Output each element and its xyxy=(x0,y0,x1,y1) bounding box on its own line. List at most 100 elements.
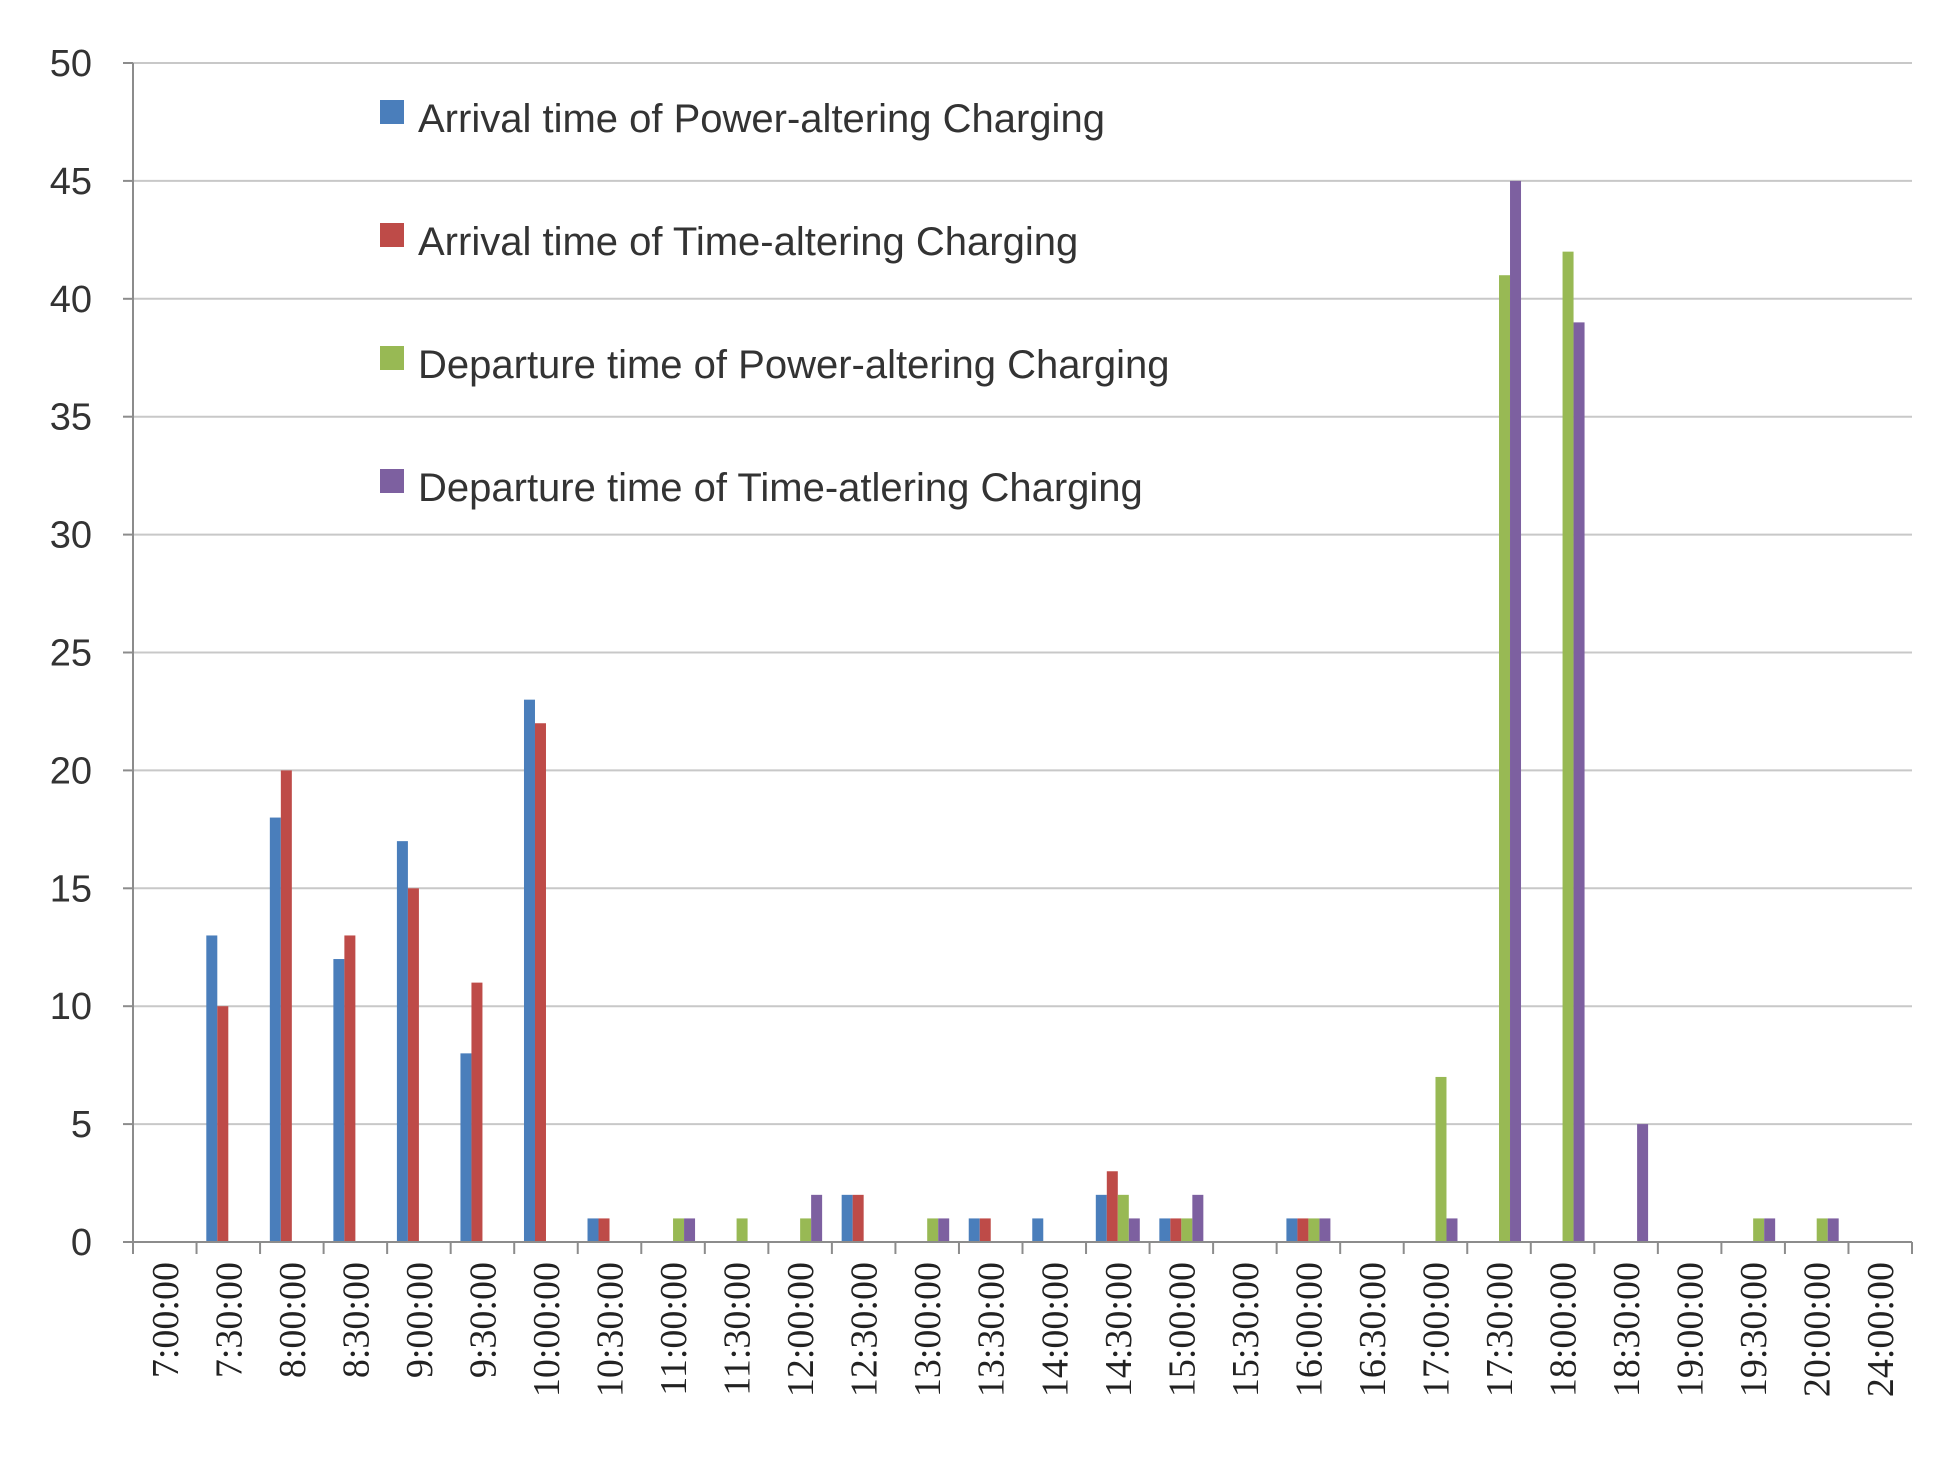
x-tick-label: 15:00:00 xyxy=(1161,1262,1203,1397)
bar-series-1 xyxy=(1286,1218,1298,1242)
legend: Arrival time of Power-altering Charging A… xyxy=(380,97,1169,510)
x-tick-label: 12:30:00 xyxy=(844,1262,886,1397)
legend-swatch xyxy=(380,223,404,247)
x-tick-label: 18:30:00 xyxy=(1606,1262,1648,1397)
bar-series-4 xyxy=(1827,1218,1839,1242)
bar-series-2 xyxy=(852,1194,864,1242)
y-tick-label: 20 xyxy=(50,750,92,792)
bar-series-1 xyxy=(396,841,408,1242)
bar-series-4 xyxy=(1446,1218,1458,1242)
bar-series-1 xyxy=(269,817,281,1242)
x-tick-label: 20:00:00 xyxy=(1797,1262,1839,1397)
y-tick-label: 50 xyxy=(50,43,92,85)
bar-series-1 xyxy=(333,959,345,1242)
legend-label: Departure time of Time-atlering Charging xyxy=(418,466,1143,510)
x-tick-label: 14:30:00 xyxy=(1098,1262,1140,1397)
bar-series-4 xyxy=(1573,322,1585,1242)
bar-series-2 xyxy=(979,1218,991,1242)
x-tick-label: 10:30:00 xyxy=(590,1262,632,1397)
legend-label: Arrival time of Time-altering Charging xyxy=(418,220,1078,264)
bar-series-4 xyxy=(1192,1194,1204,1242)
bar-series-2 xyxy=(471,982,483,1242)
x-tick-label: 11:30:00 xyxy=(717,1262,759,1396)
bar-series-3 xyxy=(1816,1218,1828,1242)
y-tick-label: 5 xyxy=(71,1104,92,1146)
bar-series-3 xyxy=(1181,1218,1193,1242)
x-tick-label: 9:00:00 xyxy=(399,1262,441,1378)
y-tick-label: 35 xyxy=(50,397,92,439)
y-tick-label: 30 xyxy=(50,515,92,557)
x-tick-label: 11:00:00 xyxy=(653,1262,695,1396)
bar-series-2 xyxy=(1170,1218,1182,1242)
y-tick-label: 45 xyxy=(50,161,92,203)
bar-series-3 xyxy=(927,1218,939,1242)
bar-series-1 xyxy=(587,1218,599,1242)
bar-series-3 xyxy=(1753,1218,1765,1242)
y-tick-label: 40 xyxy=(50,279,92,321)
gridlines xyxy=(133,62,1912,1126)
bar-series-2 xyxy=(280,770,292,1242)
x-tick-label: 13:00:00 xyxy=(907,1262,949,1397)
y-axis-ticks: 0 5 10 15 20 25 30 35 40 45 50 xyxy=(50,43,92,1264)
x-tick-label: 10:00:00 xyxy=(526,1262,568,1397)
bar-series-4 xyxy=(684,1218,696,1242)
bar-series-2 xyxy=(217,1006,229,1242)
x-tick-label: 16:30:00 xyxy=(1352,1262,1394,1397)
bar-series-3 xyxy=(800,1218,812,1242)
bars xyxy=(206,180,1839,1243)
bar-series-1 xyxy=(206,935,218,1242)
bar-series-1 xyxy=(1159,1218,1171,1242)
bar-series-3 xyxy=(673,1218,685,1242)
x-tick-label: 19:30:00 xyxy=(1733,1262,1775,1397)
x-tick-label: 8:00:00 xyxy=(272,1262,314,1378)
y-tick-label: 25 xyxy=(50,633,92,675)
legend-swatch xyxy=(380,346,404,370)
bar-series-4 xyxy=(1128,1218,1140,1242)
x-tick-label: 7:30:00 xyxy=(208,1262,250,1378)
bar-series-4 xyxy=(1510,180,1522,1242)
x-tick-label: 14:00:00 xyxy=(1034,1262,1076,1397)
bar-series-1 xyxy=(1032,1218,1044,1242)
bar-series-2 xyxy=(344,935,356,1242)
x-tick-label: 17:30:00 xyxy=(1479,1262,1521,1397)
x-tick-label: 24:00:00 xyxy=(1860,1262,1902,1397)
bar-series-1 xyxy=(968,1218,980,1242)
legend-label: Arrival time of Power-altering Charging xyxy=(418,97,1105,141)
x-tick-label: 12:00:00 xyxy=(780,1262,822,1397)
x-tick-label: 15:30:00 xyxy=(1225,1262,1267,1397)
bar-series-3 xyxy=(1562,251,1574,1242)
bar-series-1 xyxy=(1095,1194,1107,1242)
bar-series-2 xyxy=(407,888,419,1242)
bar-series-3 xyxy=(1435,1076,1447,1242)
legend-swatch xyxy=(380,100,404,124)
x-tick-label: 7:00:00 xyxy=(145,1262,187,1378)
y-tick-label: 0 xyxy=(71,1222,92,1264)
bar-series-4 xyxy=(938,1218,950,1242)
x-tick-label: 19:00:00 xyxy=(1670,1262,1712,1397)
x-tick-label: 18:00:00 xyxy=(1543,1262,1585,1397)
bar-series-3 xyxy=(1117,1194,1129,1242)
bar-series-1 xyxy=(460,1053,472,1242)
bar-series-2 xyxy=(598,1218,610,1242)
x-tick-label: 8:30:00 xyxy=(335,1262,377,1378)
bar-series-1 xyxy=(523,699,535,1242)
bar-series-3 xyxy=(1308,1218,1320,1242)
bar-series-2 xyxy=(534,723,546,1242)
bar-series-4 xyxy=(1637,1124,1649,1242)
x-tick-label: 16:00:00 xyxy=(1288,1262,1330,1397)
bar-series-3 xyxy=(1499,275,1511,1243)
legend-label: Departure time of Power-altering Chargin… xyxy=(418,343,1169,387)
bar-series-4 xyxy=(811,1194,823,1242)
bar-series-1 xyxy=(841,1194,853,1242)
axes xyxy=(123,62,1913,1254)
bar-series-2 xyxy=(1297,1218,1309,1242)
y-tick-label: 15 xyxy=(50,868,92,910)
bar-series-2 xyxy=(1106,1171,1118,1242)
x-tick-label: 9:30:00 xyxy=(462,1262,504,1378)
bar-series-4 xyxy=(1764,1218,1776,1242)
x-axis-ticks: 7:00:00 7:30:00 8:00:00 8:30:00 9:00:00 9:30:… xyxy=(145,1262,1902,1397)
x-tick-label: 13:30:00 xyxy=(971,1262,1013,1397)
x-tick-label: 17:00:00 xyxy=(1415,1262,1457,1397)
